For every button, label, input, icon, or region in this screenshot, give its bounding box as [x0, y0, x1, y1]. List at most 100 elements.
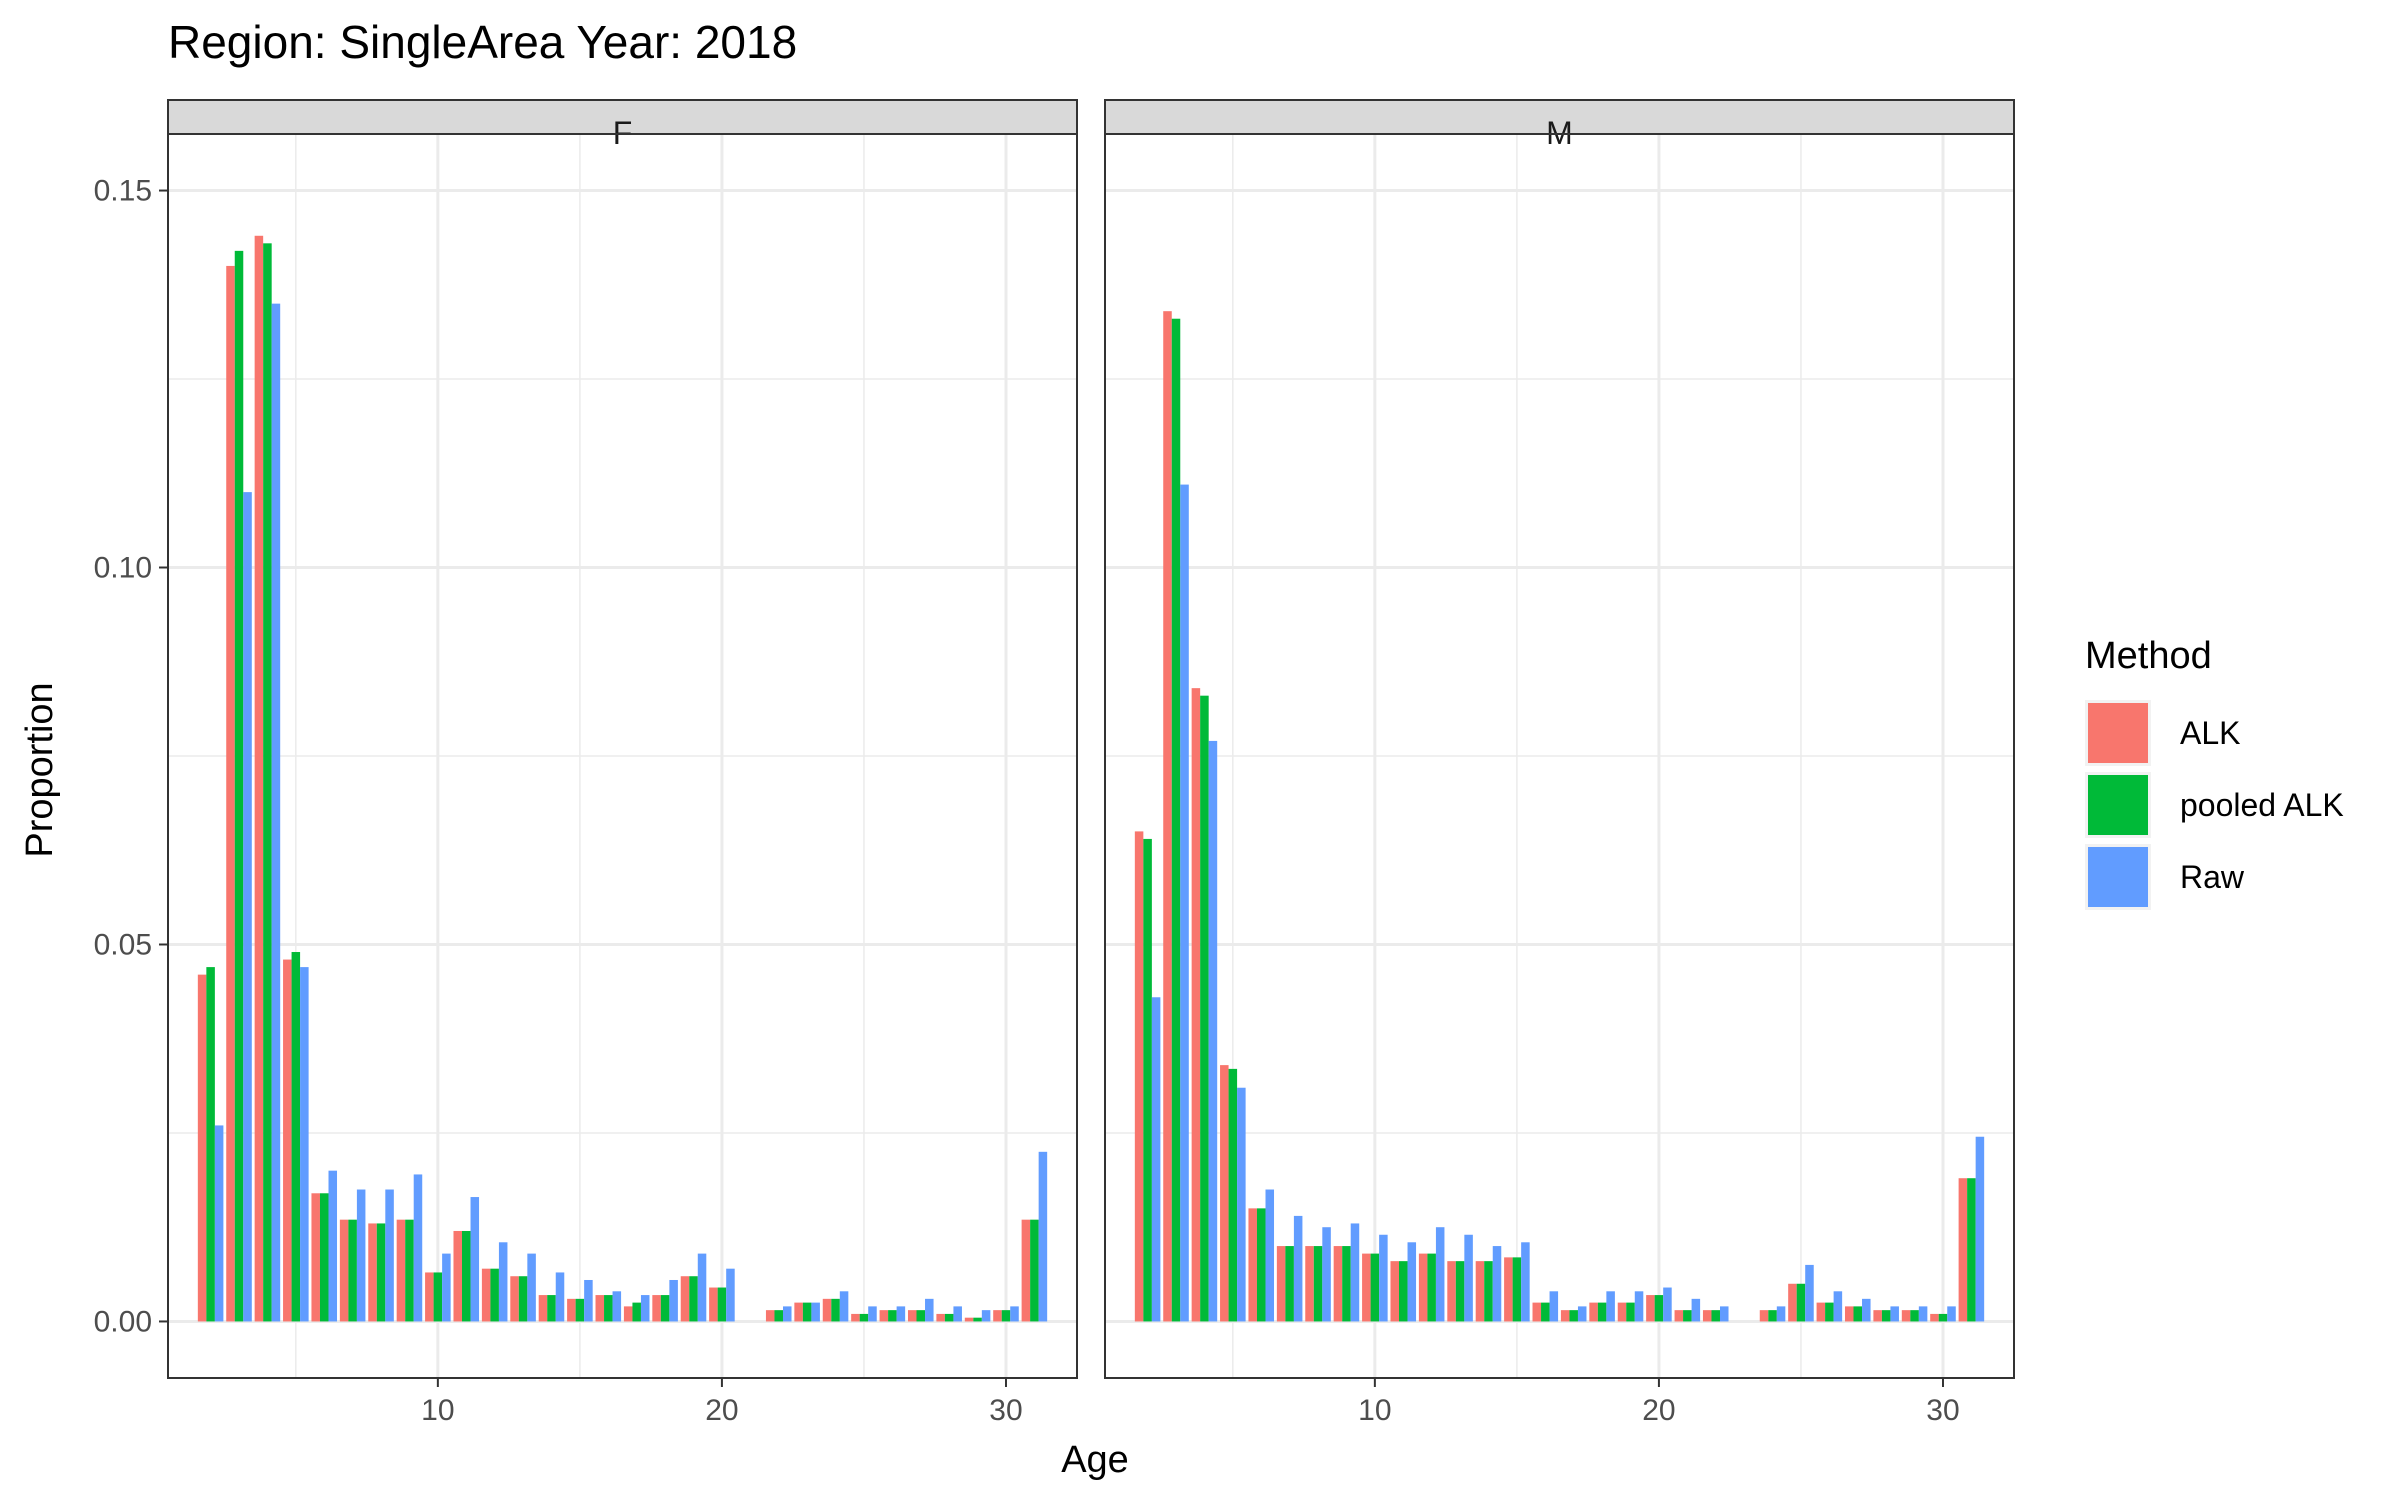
bar-F-ALK-age-12: [481, 1268, 491, 1322]
bar-M-pooled-ALK-age-2: [1143, 838, 1152, 1322]
bar-F-pooled-ALK-age-26: [888, 1310, 897, 1322]
bar-M-Raw-age-31: [1975, 1136, 1985, 1322]
bar-M-ALK-age-17: [1560, 1310, 1570, 1322]
bar-F-Raw-age-6: [328, 1170, 338, 1322]
legend-key-pooled-ALK: [2088, 775, 2148, 835]
bar-M-pooled-ALK-age-16: [1541, 1302, 1550, 1322]
facet-strip: [167, 99, 1078, 135]
bar-F-pooled-ALK-age-3: [234, 250, 244, 1322]
y-axis-label: Proportion: [19, 682, 61, 857]
bar-F-Raw-age-14: [555, 1272, 565, 1322]
bar-F-pooled-ALK-age-31: [1030, 1219, 1039, 1322]
bar-F-pooled-ALK-age-12: [490, 1268, 499, 1322]
bar-M-Raw-age-8: [1322, 1227, 1331, 1322]
chart-title: Region: SingleArea Year: 2018: [168, 16, 797, 68]
bar-M-ALK-age-28: [1873, 1310, 1882, 1322]
bar-M-pooled-ALK-age-21: [1683, 1310, 1692, 1322]
bar-M-Raw-age-2: [1151, 997, 1161, 1322]
bar-F-Raw-age-7: [356, 1189, 366, 1322]
bar-F-pooled-ALK-age-14: [547, 1295, 556, 1322]
bar-M-Raw-age-11: [1407, 1242, 1417, 1322]
bar-F-pooled-ALK-age-4: [263, 243, 272, 1322]
bar-F-Raw-age-26: [896, 1306, 906, 1322]
bar-M-pooled-ALK-age-7: [1285, 1246, 1294, 1322]
bar-F-Raw-age-29: [981, 1310, 991, 1322]
bar-F-ALK-age-23: [794, 1302, 803, 1322]
bar-F-ALK-age-24: [822, 1298, 832, 1322]
bar-F-ALK-age-14: [538, 1295, 548, 1322]
bar-M-pooled-ALK-age-18: [1597, 1302, 1607, 1322]
bar-F-ALK-age-25: [851, 1313, 860, 1322]
bar-M-ALK-age-12: [1418, 1253, 1428, 1322]
bar-M-Raw-age-10: [1379, 1234, 1388, 1322]
bar-M-pooled-ALK-age-17: [1569, 1310, 1578, 1322]
bar-M-Raw-age-6: [1265, 1189, 1275, 1322]
bar-M-ALK-age-24: [1759, 1310, 1769, 1322]
bar-M-ALK-age-8: [1305, 1246, 1314, 1322]
bar-F-Raw-age-17: [640, 1295, 650, 1322]
bar-F-ALK-age-9: [396, 1219, 406, 1322]
bar-M-ALK-age-30: [1930, 1313, 1939, 1322]
bar-F-pooled-ALK-age-11: [462, 1230, 471, 1322]
bar-F-Raw-age-11: [470, 1197, 480, 1322]
bar-F-Raw-age-3: [243, 492, 252, 1322]
bar-F-pooled-ALK-age-9: [405, 1219, 414, 1322]
bar-M-Raw-age-4: [1208, 740, 1218, 1322]
bar-F-ALK-age-13: [510, 1276, 519, 1322]
bar-M-pooled-ALK-age-5: [1228, 1068, 1238, 1322]
x-tick-label: 30: [1926, 1394, 1959, 1427]
legend: Method ALK pooled ALK Raw: [2085, 635, 2344, 910]
bar-M-pooled-ALK-age-25: [1796, 1283, 1806, 1322]
bar-M-pooled-ALK-age-12: [1427, 1253, 1436, 1322]
bar-M-ALK-age-15: [1504, 1257, 1513, 1322]
bar-M-pooled-ALK-age-26: [1825, 1302, 1834, 1322]
bar-F-pooled-ALK-age-5: [291, 952, 301, 1322]
bar-M-ALK-age-29: [1901, 1310, 1911, 1322]
bar-F-pooled-ALK-age-27: [916, 1310, 926, 1322]
bar-M-pooled-ALK-age-14: [1484, 1261, 1493, 1322]
grid-lines: [168, 134, 1077, 1378]
bar-F-pooled-ALK-age-19: [689, 1276, 698, 1322]
bar-M-pooled-ALK-age-8: [1313, 1246, 1323, 1322]
bar-M-Raw-age-12: [1435, 1227, 1445, 1322]
bar-M-pooled-ALK-age-15: [1512, 1257, 1522, 1322]
bar-M-Raw-age-24: [1776, 1306, 1786, 1322]
bar-F-pooled-ALK-age-28: [944, 1313, 954, 1322]
bar-F-pooled-ALK-age-17: [632, 1302, 641, 1322]
bar-F-ALK-age-29: [964, 1317, 974, 1322]
bar-M-ALK-age-22: [1702, 1310, 1712, 1322]
bar-M-ALK-age-10: [1362, 1253, 1371, 1322]
legend-label: pooled ALK: [2180, 787, 2344, 823]
bar-M-ALK-age-25: [1788, 1283, 1797, 1322]
bar-M-Raw-age-26: [1833, 1291, 1843, 1322]
legend-key-ALK: [2088, 703, 2148, 763]
bar-F-Raw-age-4: [271, 303, 281, 1322]
bar-F-pooled-ALK-age-20: [717, 1287, 727, 1322]
bar-M-Raw-age-9: [1350, 1223, 1360, 1322]
bar-M-Raw-age-7: [1293, 1215, 1303, 1322]
bar-M-Raw-age-13: [1464, 1234, 1473, 1322]
bar-F-Raw-age-9: [413, 1174, 423, 1322]
bar-F-pooled-ALK-age-10: [433, 1272, 443, 1322]
bar-F-ALK-age-19: [680, 1276, 690, 1322]
bar-F-Raw-age-18: [669, 1279, 678, 1322]
bar-F-ALK-age-15: [567, 1298, 576, 1322]
bar-F-Raw-age-25: [868, 1306, 877, 1322]
bar-F-pooled-ALK-age-23: [802, 1302, 812, 1322]
bar-F-Raw-age-28: [953, 1306, 962, 1322]
bar-M-ALK-age-9: [1333, 1246, 1343, 1322]
bar-F-Raw-age-10: [442, 1253, 451, 1322]
bar-F-Raw-age-20: [726, 1268, 735, 1322]
bar-M-ALK-age-20: [1646, 1295, 1655, 1322]
bar-M-ALK-age-3: [1163, 311, 1172, 1322]
bar-F-ALK-age-22: [765, 1310, 775, 1322]
bar-F-ALK-age-17: [623, 1306, 633, 1322]
bars: [197, 235, 1048, 1322]
bar-F-Raw-age-13: [527, 1253, 536, 1322]
bar-F-ALK-age-10: [425, 1272, 434, 1322]
bar-M-pooled-ALK-age-28: [1881, 1310, 1891, 1322]
facet-panel-M: M10 20 30: [1104, 99, 2015, 1427]
bar-M-ALK-age-31: [1958, 1178, 1968, 1322]
bar-M-pooled-ALK-age-24: [1768, 1310, 1777, 1322]
